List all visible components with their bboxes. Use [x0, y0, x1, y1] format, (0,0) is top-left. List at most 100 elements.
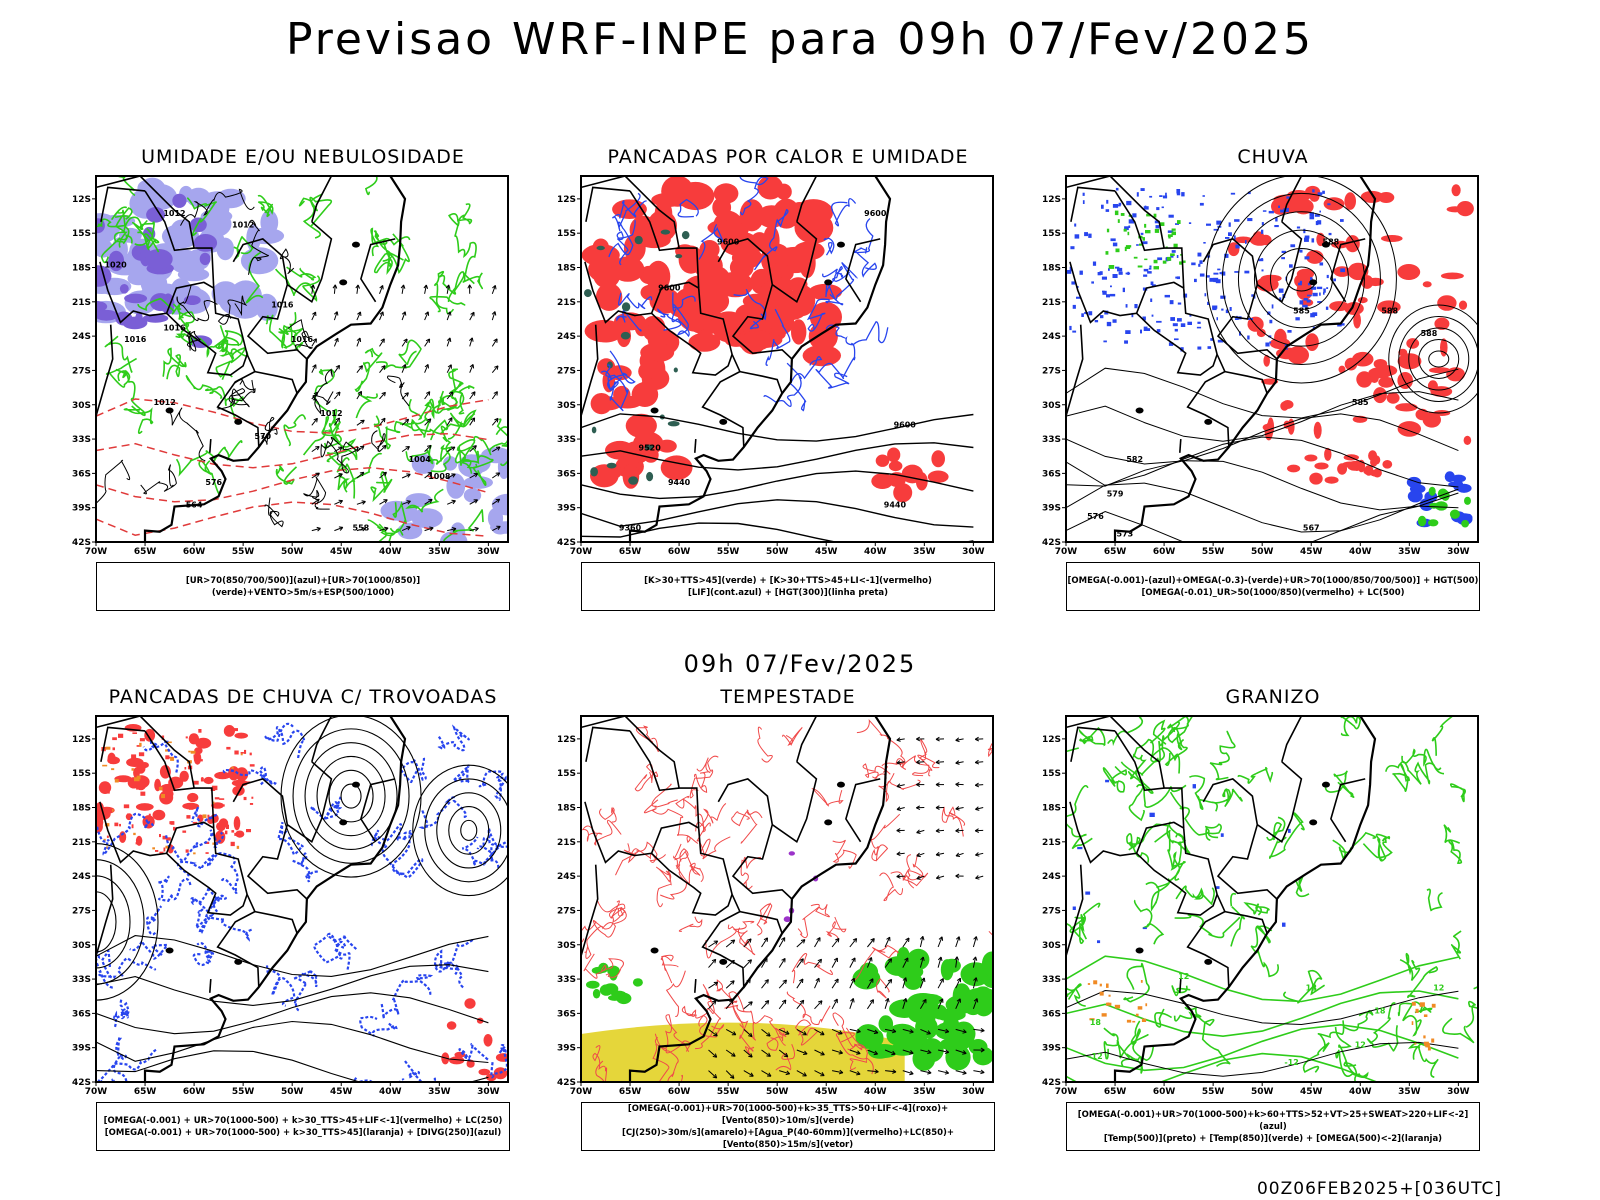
wind-vector	[334, 446, 343, 453]
rain-area-blue	[1150, 281, 1154, 285]
rain-area-green	[1180, 254, 1183, 256]
thunderstorm-red	[136, 785, 140, 790]
rain-area-blue	[1216, 317, 1218, 321]
wind-vector	[356, 284, 359, 294]
temp850-contour	[1127, 823, 1174, 851]
wind-vector	[725, 980, 735, 989]
wind-vector	[796, 1028, 807, 1036]
wind-vector	[902, 998, 907, 1009]
rain-area-blue	[1228, 232, 1232, 236]
wind-vector	[818, 1000, 823, 1005]
omega-orange	[1431, 1038, 1435, 1043]
wind-vector	[446, 311, 451, 321]
rain-area-blue	[1316, 286, 1323, 290]
wind-vector	[944, 1028, 950, 1034]
rain-area-blue	[1168, 214, 1174, 218]
wind850-area	[912, 1046, 936, 1071]
lake	[1321, 781, 1330, 788]
humidity-upper-core	[172, 193, 187, 208]
rain-area-blue	[1299, 280, 1303, 284]
rain-area-blue	[1319, 210, 1321, 213]
hail-blue	[1192, 784, 1196, 789]
wind-vector	[472, 445, 477, 450]
border-line	[1281, 716, 1303, 763]
thunderstorm-red	[234, 732, 248, 739]
thunderstorm-red	[216, 821, 226, 832]
precipitable-water-contour	[757, 726, 773, 763]
temp850-contour	[1066, 990, 1459, 1038]
rain-area-blue	[1203, 242, 1206, 244]
thunderstorm-red	[185, 849, 189, 853]
wind-vector	[743, 1029, 753, 1037]
thunderstorm-red	[165, 755, 170, 760]
precipitable-water-contour	[988, 930, 993, 937]
humidity-low-contour	[286, 266, 317, 281]
rain-area-blue	[1205, 275, 1210, 278]
wind-vector	[446, 284, 450, 294]
hgt300-contour	[581, 413, 974, 442]
wind-vector	[379, 445, 387, 452]
omega-orange	[1089, 1018, 1095, 1021]
rain-area-red	[1228, 242, 1240, 257]
contour-label: 18	[1306, 984, 1318, 993]
wind-vector	[708, 1000, 717, 1010]
thunderstorm-orange	[193, 852, 196, 855]
rain-area-blue	[1265, 342, 1270, 347]
wind-vector	[361, 500, 366, 505]
hgt500-contour	[1066, 460, 1459, 511]
thunderstorm-red	[126, 757, 144, 767]
lifted-index-contour	[616, 220, 636, 266]
lat-tick-label: 27S	[72, 366, 91, 376]
wind-vector	[778, 1049, 789, 1058]
convection-area-green	[584, 289, 592, 298]
hail-blue	[1149, 812, 1155, 817]
rain-area-blue	[1117, 267, 1123, 272]
rain-area-blue	[1296, 226, 1301, 229]
lat-tick-label: 42S	[557, 538, 576, 548]
wind-vector	[975, 784, 984, 786]
divergence-contour	[276, 821, 304, 857]
thunderstorm-red	[234, 832, 239, 836]
border-line	[1069, 261, 1185, 324]
wind-vector	[937, 998, 944, 1010]
contour-label: 588	[1381, 306, 1398, 315]
convection-area-red	[595, 283, 623, 311]
temp850-contour	[1402, 1001, 1422, 1037]
lon-tick-label: 40W	[864, 547, 887, 557]
lat-tick-label: 12S	[1042, 735, 1061, 745]
wind-vector	[334, 473, 343, 479]
rain-area-green	[1153, 266, 1159, 270]
border-line	[694, 979, 697, 993]
wind-vector	[916, 875, 925, 880]
wind850-area	[896, 963, 924, 980]
wind-vector	[333, 337, 339, 347]
wind-vector	[896, 806, 902, 811]
rain-area-blue	[1117, 204, 1121, 207]
temp850-contour	[1103, 1020, 1141, 1060]
wind-vector	[474, 526, 479, 532]
divergence-contour	[116, 957, 157, 977]
wind-vector	[962, 1070, 967, 1075]
precipitable-water-contour	[596, 899, 626, 919]
streamline	[424, 778, 508, 883]
rain-area-red	[1324, 447, 1332, 461]
temp850-contour	[1127, 738, 1155, 784]
lon-tick-label: 50W	[766, 547, 789, 557]
contour-label: 9440	[884, 501, 907, 510]
rain-area-red	[1381, 235, 1403, 242]
rain-area-blue	[1317, 192, 1323, 196]
rain-area-green	[1428, 519, 1439, 527]
rain-area-green	[1127, 231, 1130, 236]
wind-vector	[712, 1074, 718, 1079]
lifted-index-contour	[618, 292, 653, 310]
wind-vector	[814, 977, 820, 989]
contour-label: 576	[1087, 512, 1104, 521]
wind-vector	[955, 1049, 967, 1054]
rain-area-blue	[1323, 292, 1325, 295]
omega-orange	[1431, 1003, 1436, 1008]
rain-area-red	[1397, 353, 1422, 370]
wind-vector	[311, 311, 317, 321]
rain-area-red	[1256, 328, 1266, 338]
rain-area-blue	[1323, 288, 1326, 293]
pressure-isobar	[96, 459, 131, 504]
